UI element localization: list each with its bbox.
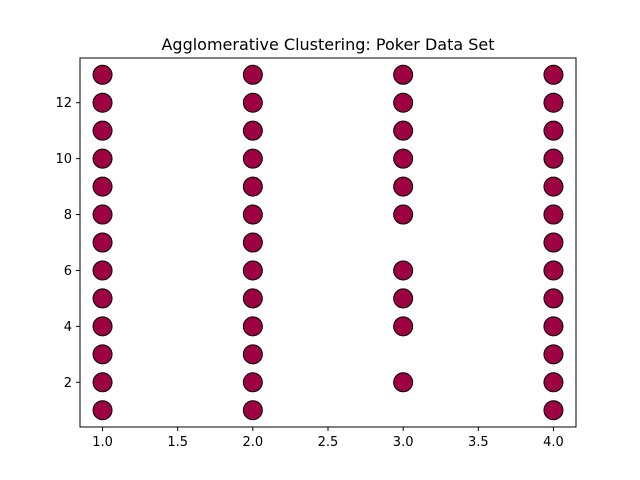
data-point (543, 288, 564, 309)
data-point (242, 92, 263, 113)
x-tick-label: 1.5 (167, 435, 188, 450)
y-tick-label: 8 (64, 208, 72, 223)
data-point (543, 204, 564, 225)
y-tick-label: 2 (64, 376, 72, 391)
data-point (242, 120, 263, 141)
data-point (92, 92, 113, 113)
data-point (92, 176, 113, 197)
x-axis: 1.0 1.5 2.0 2.5 3.0 3.5 4.0 (92, 427, 564, 450)
data-point (92, 288, 113, 309)
x-tick-label: 3.0 (393, 435, 414, 450)
data-point (242, 372, 263, 393)
data-point (393, 316, 414, 337)
data-point (543, 176, 564, 197)
data-point (242, 288, 263, 309)
data-point (242, 316, 263, 337)
x-tick-label: 3.5 (468, 435, 489, 450)
data-point (92, 372, 113, 393)
data-point (92, 344, 113, 365)
data-point (92, 316, 113, 337)
data-point (242, 204, 263, 225)
data-point (92, 232, 113, 253)
x-tick-label: 1.0 (92, 435, 113, 450)
data-point (242, 64, 263, 85)
data-point (543, 64, 564, 85)
data-point (543, 120, 564, 141)
data-point (543, 372, 564, 393)
y-axis: 2 4 6 8 10 12 (55, 96, 80, 391)
data-point (242, 260, 263, 281)
y-tick-label: 10 (55, 152, 72, 167)
data-point (543, 92, 564, 113)
data-point (543, 316, 564, 337)
data-point (242, 344, 263, 365)
data-point (242, 232, 263, 253)
chart-title: Agglomerative Clustering: Poker Data Set (161, 35, 494, 54)
data-point (543, 400, 564, 421)
data-point (242, 176, 263, 197)
data-point (543, 260, 564, 281)
x-tick-label: 4.0 (543, 435, 564, 450)
x-tick-label: 2.5 (318, 435, 339, 450)
y-tick-label: 6 (64, 264, 72, 279)
data-point (393, 64, 414, 85)
x-tick-label: 2.0 (243, 435, 264, 450)
data-point (92, 120, 113, 141)
data-point (92, 204, 113, 225)
data-point (92, 148, 113, 169)
y-tick-label: 4 (64, 320, 72, 335)
data-point (393, 260, 414, 281)
data-point (393, 204, 414, 225)
data-point (393, 176, 414, 197)
data-points (92, 64, 564, 421)
y-tick-label: 12 (55, 96, 72, 111)
data-point (92, 400, 113, 421)
data-point (543, 344, 564, 365)
data-point (393, 120, 414, 141)
data-point (242, 400, 263, 421)
data-point (393, 288, 414, 309)
data-point (543, 232, 564, 253)
data-point (393, 372, 414, 393)
data-point (393, 92, 414, 113)
data-point (92, 260, 113, 281)
data-point (92, 64, 113, 85)
data-point (543, 148, 564, 169)
data-point (393, 148, 414, 169)
data-point (242, 148, 263, 169)
